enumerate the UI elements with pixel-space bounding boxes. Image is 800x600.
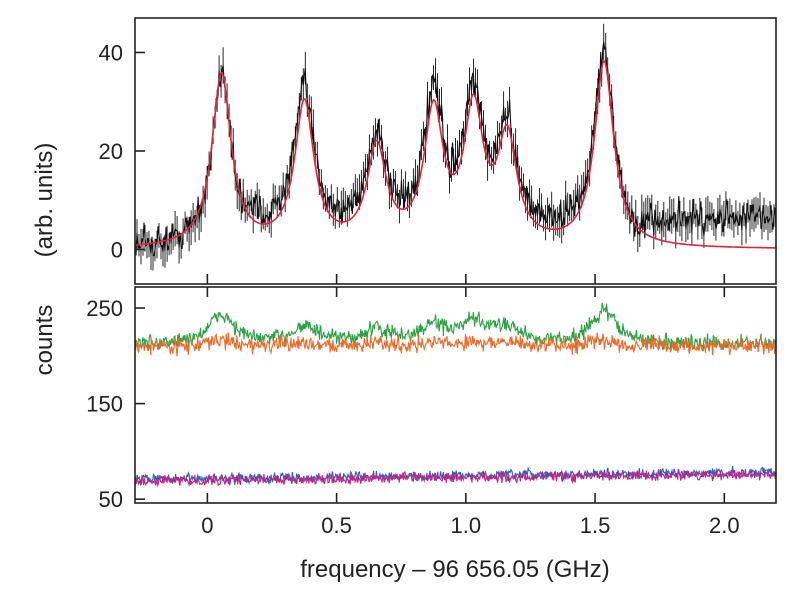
- x-axis-label: frequency – 96 656.05 (GHz): [300, 556, 610, 583]
- bottom-plot-area: [134, 302, 777, 488]
- top-panel: 0 20 40 (arb. units): [31, 17, 777, 285]
- top-ytick-label-2: 40: [99, 40, 123, 65]
- xtick-label-1: 0.5: [321, 513, 352, 538]
- top-ytick-label-0: 0: [111, 238, 123, 263]
- bottom-series-1: [134, 302, 777, 352]
- top-fit-curve: [134, 60, 776, 249]
- xtick-label-4: 2.0: [709, 513, 740, 538]
- xtick-label-3: 1.5: [580, 513, 611, 538]
- bottom-ylabel: counts: [31, 305, 58, 376]
- top-ytick-label-1: 20: [99, 139, 123, 164]
- top-data-series: [134, 41, 777, 257]
- bottom-ytick-label-0: 50: [99, 487, 123, 512]
- bottom-panel-frame: [134, 286, 777, 504]
- bottom-panel: 0 0.5 1.0 1.5 2.0 50 150 250 counts frequency –…: [31, 286, 777, 583]
- bottom-ytick-label-1: 150: [86, 392, 123, 417]
- bottom-axis-ticks: 0 0.5 1.0 1.5 2.0 50 150 250: [86, 287, 740, 538]
- top-ylabel: (arb. units): [31, 143, 58, 258]
- xtick-label-0: 0: [201, 513, 213, 538]
- bottom-series-2: [134, 332, 777, 357]
- xtick-label-2: 1.0: [451, 513, 482, 538]
- bottom-ytick-label-2: 250: [86, 296, 123, 321]
- top-axis-ticks: 0 20 40: [99, 40, 726, 284]
- top-plot-area: [134, 23, 777, 271]
- bottom-series-4: [134, 468, 777, 488]
